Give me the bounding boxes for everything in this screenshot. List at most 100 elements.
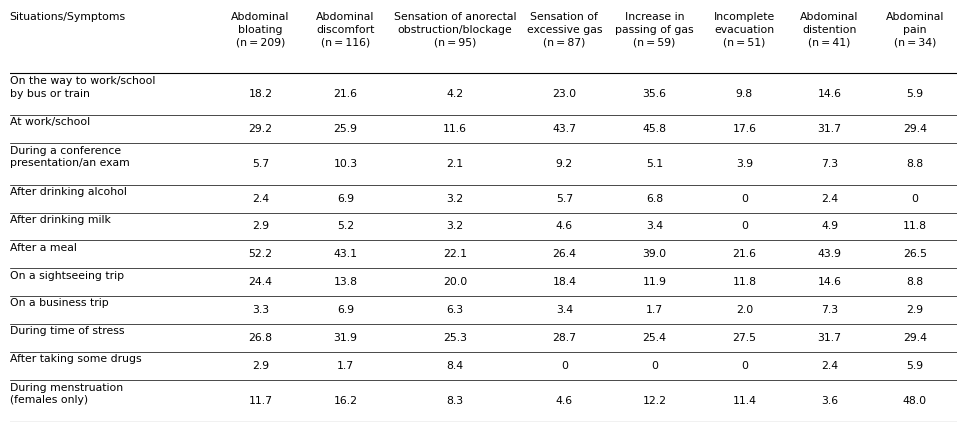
Text: 18.2: 18.2 — [249, 89, 273, 99]
Text: 26.5: 26.5 — [903, 249, 926, 259]
Text: 43.7: 43.7 — [552, 124, 576, 134]
Text: 31.7: 31.7 — [817, 333, 841, 343]
Text: During menstruation
(females only): During menstruation (females only) — [10, 383, 123, 406]
Text: 1.7: 1.7 — [646, 305, 663, 315]
Text: 0: 0 — [741, 194, 747, 204]
Text: Abdominal
discomfort
(n = 116): Abdominal discomfort (n = 116) — [316, 12, 375, 47]
Text: 43.1: 43.1 — [334, 249, 358, 259]
Text: 0: 0 — [561, 361, 568, 371]
Text: 23.0: 23.0 — [552, 89, 576, 99]
Text: 11.8: 11.8 — [903, 222, 926, 231]
Text: Sensation of
excessive gas
(n = 87): Sensation of excessive gas (n = 87) — [527, 12, 602, 47]
Text: 28.7: 28.7 — [552, 333, 576, 343]
Text: 48.0: 48.0 — [902, 396, 926, 406]
Text: 6.9: 6.9 — [337, 194, 354, 204]
Text: 2.9: 2.9 — [251, 222, 269, 231]
Text: 5.7: 5.7 — [251, 159, 269, 169]
Text: 5.1: 5.1 — [646, 159, 663, 169]
Text: At work/school: At work/school — [10, 117, 90, 127]
Text: Incomplete
evacuation
(n = 51): Incomplete evacuation (n = 51) — [714, 12, 775, 47]
Text: 5.2: 5.2 — [337, 222, 354, 231]
Text: 0: 0 — [651, 361, 658, 371]
Text: 3.2: 3.2 — [447, 194, 463, 204]
Text: 4.2: 4.2 — [447, 89, 463, 99]
Text: 29.4: 29.4 — [903, 333, 926, 343]
Text: 35.6: 35.6 — [642, 89, 666, 99]
Text: 4.6: 4.6 — [556, 396, 572, 406]
Text: 4.9: 4.9 — [821, 222, 838, 231]
Text: After drinking milk: After drinking milk — [10, 215, 110, 225]
Text: 25.9: 25.9 — [334, 124, 358, 134]
Text: On a sightseeing trip: On a sightseeing trip — [10, 271, 124, 280]
Text: 24.4: 24.4 — [249, 277, 273, 287]
Text: 1.7: 1.7 — [337, 361, 354, 371]
Text: 21.6: 21.6 — [732, 249, 756, 259]
Text: 3.6: 3.6 — [821, 396, 838, 406]
Text: 26.8: 26.8 — [249, 333, 273, 343]
Text: 52.2: 52.2 — [249, 249, 273, 259]
Text: 22.1: 22.1 — [443, 249, 467, 259]
Text: 8.8: 8.8 — [906, 159, 923, 169]
Text: Increase in
passing of gas
(n = 59): Increase in passing of gas (n = 59) — [615, 12, 693, 47]
Text: On the way to work/school
by bus or train: On the way to work/school by bus or trai… — [10, 76, 155, 98]
Text: 9.8: 9.8 — [736, 89, 753, 99]
Text: 2.9: 2.9 — [906, 305, 923, 315]
Text: 16.2: 16.2 — [334, 396, 358, 406]
Text: 2.4: 2.4 — [251, 194, 269, 204]
Text: During a conference
presentation/an exam: During a conference presentation/an exam — [10, 146, 130, 168]
Text: 17.6: 17.6 — [732, 124, 756, 134]
Text: 2.4: 2.4 — [821, 361, 838, 371]
Text: Sensation of anorectal
obstruction/blockage
(n = 95): Sensation of anorectal obstruction/block… — [394, 12, 516, 47]
Text: 0: 0 — [741, 222, 747, 231]
Text: 29.2: 29.2 — [249, 124, 273, 134]
Text: 31.9: 31.9 — [334, 333, 358, 343]
Text: After a meal: After a meal — [10, 243, 76, 253]
Text: 2.9: 2.9 — [251, 361, 269, 371]
Text: 21.6: 21.6 — [334, 89, 358, 99]
Text: 3.9: 3.9 — [736, 159, 753, 169]
Text: Situations/Symptoms: Situations/Symptoms — [10, 12, 126, 23]
Text: 2.0: 2.0 — [736, 305, 753, 315]
Text: Abdominal
distention
(n = 41): Abdominal distention (n = 41) — [801, 12, 859, 47]
Text: 25.4: 25.4 — [642, 333, 666, 343]
Text: After drinking alcohol: After drinking alcohol — [10, 187, 127, 197]
Text: 9.2: 9.2 — [556, 159, 572, 169]
Text: 43.9: 43.9 — [817, 249, 841, 259]
Text: 8.4: 8.4 — [447, 361, 463, 371]
Text: 39.0: 39.0 — [642, 249, 666, 259]
Text: 2.1: 2.1 — [447, 159, 463, 169]
Text: 7.3: 7.3 — [821, 159, 838, 169]
Text: 3.4: 3.4 — [646, 222, 663, 231]
Text: 11.8: 11.8 — [732, 277, 756, 287]
Text: 29.4: 29.4 — [903, 124, 926, 134]
Text: 5.7: 5.7 — [556, 194, 572, 204]
Text: 31.7: 31.7 — [817, 124, 841, 134]
Text: 2.4: 2.4 — [821, 194, 838, 204]
Text: 11.7: 11.7 — [249, 396, 273, 406]
Text: 6.8: 6.8 — [646, 194, 663, 204]
Text: 13.8: 13.8 — [334, 277, 358, 287]
Text: 3.4: 3.4 — [556, 305, 572, 315]
Text: 5.9: 5.9 — [906, 89, 923, 99]
Text: 14.6: 14.6 — [817, 277, 841, 287]
Text: 8.8: 8.8 — [906, 277, 923, 287]
Text: 11.6: 11.6 — [443, 124, 467, 134]
Text: 6.3: 6.3 — [447, 305, 463, 315]
Text: Abdominal
pain
(n = 34): Abdominal pain (n = 34) — [886, 12, 944, 47]
Text: 11.4: 11.4 — [732, 396, 756, 406]
Text: 4.6: 4.6 — [556, 222, 572, 231]
Text: 6.9: 6.9 — [337, 305, 354, 315]
Text: 8.3: 8.3 — [447, 396, 463, 406]
Text: 3.3: 3.3 — [251, 305, 269, 315]
Text: 10.3: 10.3 — [334, 159, 358, 169]
Text: 0: 0 — [911, 194, 919, 204]
Text: 7.3: 7.3 — [821, 305, 838, 315]
Text: 26.4: 26.4 — [552, 249, 576, 259]
Text: 25.3: 25.3 — [443, 333, 467, 343]
Text: Abdominal
bloating
(n = 209): Abdominal bloating (n = 209) — [231, 12, 289, 47]
Text: 0: 0 — [741, 361, 747, 371]
Text: During time of stress: During time of stress — [10, 326, 124, 336]
Text: 12.2: 12.2 — [642, 396, 666, 406]
Text: 5.9: 5.9 — [906, 361, 923, 371]
Text: 14.6: 14.6 — [817, 89, 841, 99]
